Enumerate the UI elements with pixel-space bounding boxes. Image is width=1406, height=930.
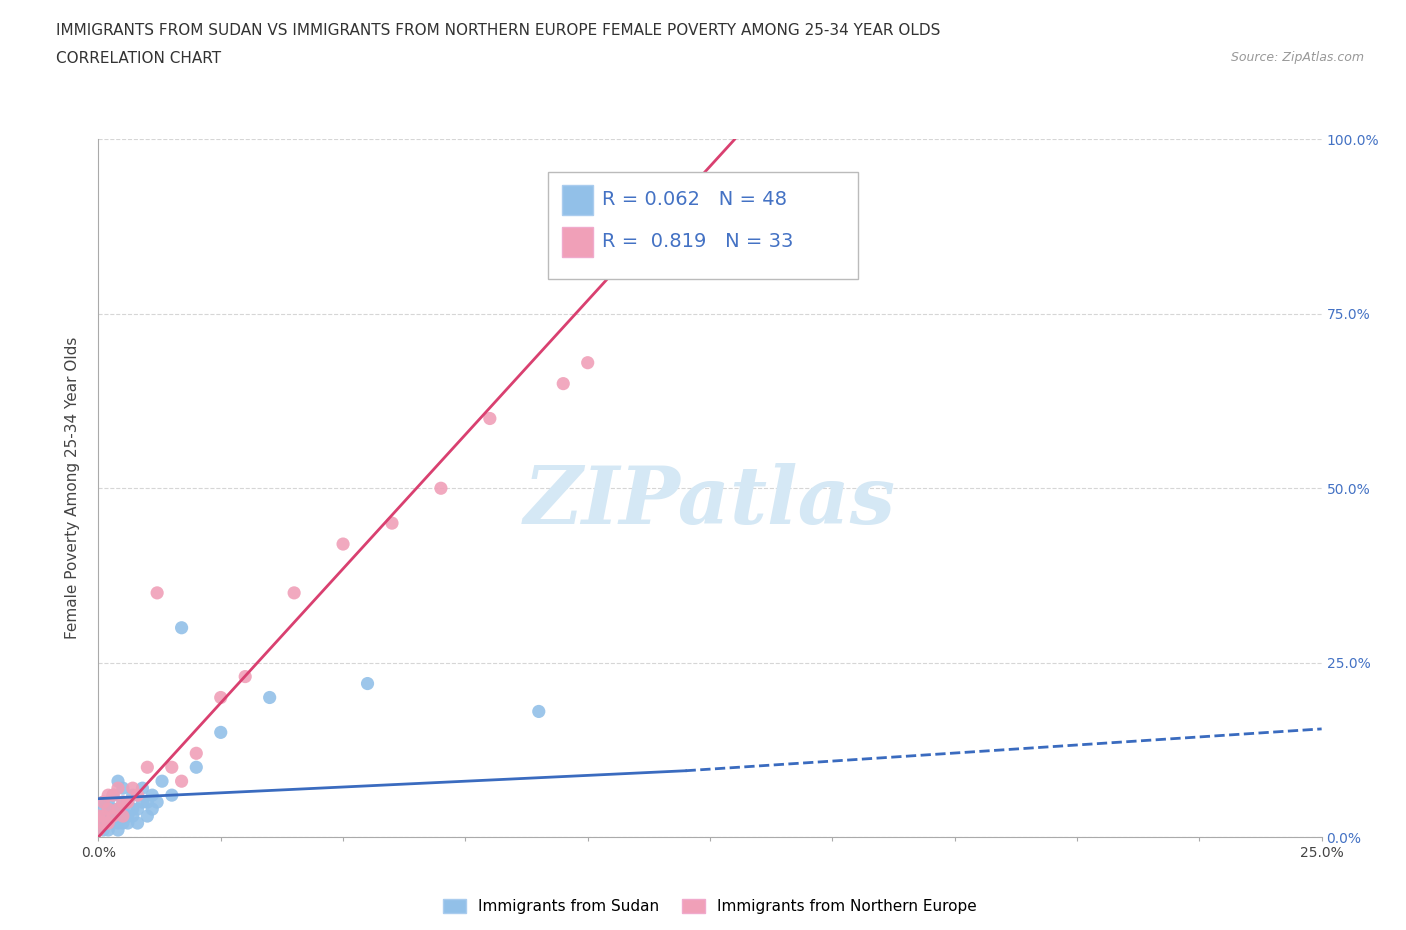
Point: [97, 816, 120, 830]
Point: [117, 794, 139, 809]
Point: [121, 809, 143, 824]
Point: [107, 816, 129, 830]
Point: [91, 794, 114, 809]
Point: [283, 586, 305, 601]
Point: [107, 809, 129, 824]
Point: [141, 788, 163, 803]
Point: [91, 809, 114, 824]
Point: [186, 746, 208, 761]
Point: [160, 788, 183, 803]
Point: [117, 809, 139, 824]
Point: [186, 760, 208, 775]
Point: [141, 802, 163, 817]
Point: [91, 802, 114, 817]
Point: [233, 670, 256, 684]
Point: [675, 188, 697, 203]
Point: [626, 216, 648, 231]
Point: [117, 816, 139, 830]
Point: [146, 586, 169, 601]
Text: IMMIGRANTS FROM SUDAN VS IMMIGRANTS FROM NORTHERN EUROPE FEMALE POVERTY AMONG 25: IMMIGRANTS FROM SUDAN VS IMMIGRANTS FROM…: [56, 23, 941, 38]
Point: [107, 781, 129, 796]
Point: [107, 823, 129, 838]
Point: [136, 760, 159, 775]
Point: [87, 816, 110, 830]
Point: [87, 823, 110, 838]
Point: [111, 794, 134, 809]
Point: [101, 809, 124, 824]
Point: [97, 823, 120, 838]
Point: [121, 788, 143, 803]
Point: [87, 809, 110, 824]
Point: [91, 823, 114, 838]
Point: [381, 515, 404, 530]
Point: [127, 788, 149, 803]
Point: [170, 620, 193, 635]
Point: [111, 794, 134, 809]
Point: [107, 802, 129, 817]
Point: [127, 802, 149, 817]
Y-axis label: Female Poverty Among 25-34 Year Olds: Female Poverty Among 25-34 Year Olds: [65, 337, 80, 640]
Point: [91, 816, 114, 830]
Point: [111, 809, 134, 824]
Point: [107, 802, 129, 817]
Point: [101, 788, 124, 803]
Point: [170, 774, 193, 789]
Point: [131, 794, 153, 809]
Point: [136, 794, 159, 809]
Point: [576, 355, 599, 370]
Point: [117, 794, 139, 809]
Point: [101, 816, 124, 830]
Point: [97, 802, 120, 817]
Point: [478, 411, 501, 426]
Point: [91, 816, 114, 830]
Point: [91, 809, 114, 824]
Point: [553, 376, 575, 391]
Text: R = 0.062   N = 48: R = 0.062 N = 48: [602, 191, 787, 209]
Point: [121, 781, 143, 796]
Legend: Immigrants from Sudan, Immigrants from Northern Europe: Immigrants from Sudan, Immigrants from N…: [437, 893, 983, 920]
Text: CORRELATION CHART: CORRELATION CHART: [56, 51, 221, 66]
Point: [101, 788, 124, 803]
Text: R =  0.819   N = 33: R = 0.819 N = 33: [602, 232, 793, 251]
Point: [332, 537, 354, 551]
Point: [97, 816, 120, 830]
Point: [101, 802, 124, 817]
Text: ZIPatlas: ZIPatlas: [524, 463, 896, 541]
Point: [160, 760, 183, 775]
Point: [111, 816, 134, 830]
Point: [356, 676, 378, 691]
Point: [111, 802, 134, 817]
Point: [87, 823, 110, 838]
Point: [111, 809, 134, 824]
Point: [527, 704, 550, 719]
Point: [107, 774, 129, 789]
Point: [111, 781, 134, 796]
Point: [97, 809, 120, 824]
Point: [101, 809, 124, 824]
Point: [150, 774, 173, 789]
Point: [91, 794, 114, 809]
Point: [209, 725, 232, 740]
Point: [146, 794, 169, 809]
Point: [430, 481, 453, 496]
Point: [209, 690, 232, 705]
Point: [127, 816, 149, 830]
Point: [97, 788, 120, 803]
Point: [259, 690, 281, 705]
Point: [97, 794, 120, 809]
Point: [121, 802, 143, 817]
Point: [131, 781, 153, 796]
Text: Source: ZipAtlas.com: Source: ZipAtlas.com: [1230, 51, 1364, 64]
Point: [136, 809, 159, 824]
